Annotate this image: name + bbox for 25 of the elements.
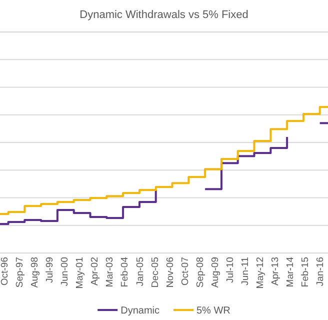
x-tick-label: Jun-11 — [240, 257, 251, 286]
x-tick-label: Aug-09 — [210, 257, 221, 288]
x-tick-label: Jan-16 — [315, 257, 326, 286]
x-tick-label: Jul-99 — [44, 257, 56, 283]
x-tick-label: Aug-98 — [29, 257, 40, 288]
chart-title: Dynamic Withdrawals vs 5% Fixed — [80, 9, 248, 21]
x-tick-label: Sep-08 — [194, 257, 206, 288]
x-tick-label: Feb-15 — [300, 257, 312, 288]
x-tick-label: May-01 — [74, 257, 86, 289]
x-tick-label: Apr-13 — [270, 257, 282, 286]
x-tick-label: Nov-06 — [164, 257, 176, 288]
x-tick-label: Apr-02 — [90, 257, 101, 286]
x-tick-label: Mar-03 — [104, 257, 116, 288]
legend-label: 5% WR — [196, 306, 230, 316]
x-tick-label: Jan-05 — [134, 257, 146, 286]
x-tick-label: Dec-05 — [150, 257, 161, 288]
x-tick-label: Jul-10 — [224, 257, 236, 283]
x-tick-label: Sep-97 — [14, 257, 26, 288]
x-tick-label: Oct-07 — [180, 257, 191, 286]
x-tick-label: Jun-00 — [60, 257, 71, 286]
x-tick-label: Mar-14 — [285, 257, 296, 288]
legend-label: Dynamic — [120, 306, 160, 316]
x-tick-label: Oct-96 — [0, 257, 10, 286]
x-tick-label: Feb-04 — [120, 257, 131, 288]
x-tick-label: May-12 — [254, 257, 266, 289]
